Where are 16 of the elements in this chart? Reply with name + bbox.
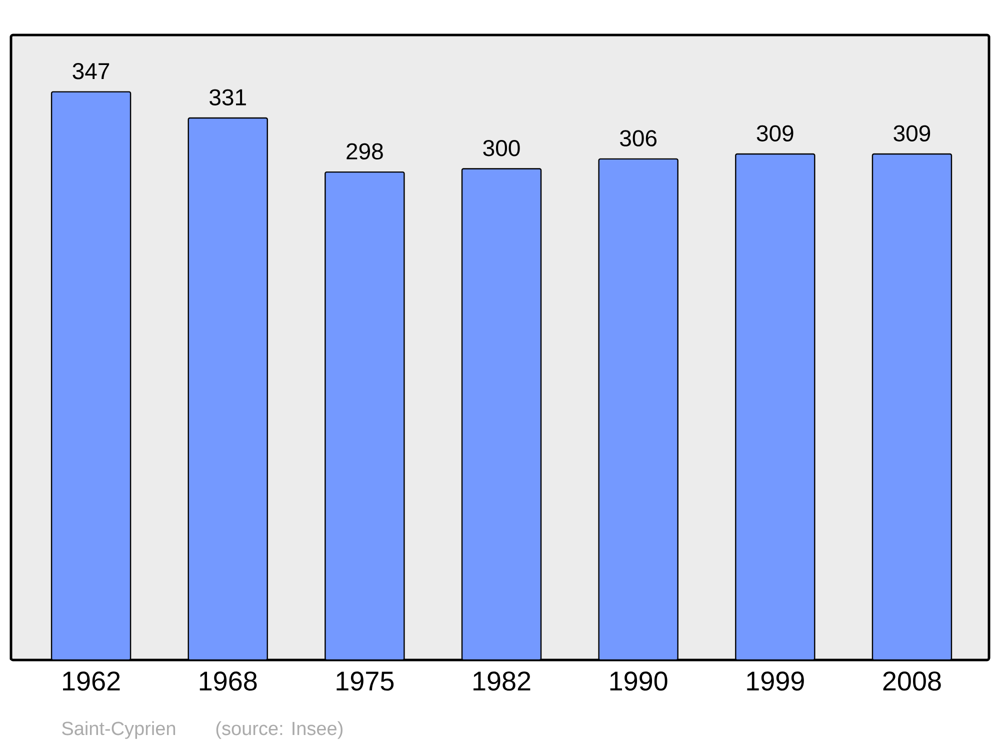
x-tick-label: 1990	[610, 672, 668, 691]
data-label: 309	[894, 125, 930, 142]
data-label: 331	[210, 89, 246, 106]
data-label: 309	[756, 125, 794, 142]
x-tick-label: 1975	[336, 672, 394, 691]
x-tick-label: 2008	[883, 672, 941, 691]
data-label: 306	[620, 130, 656, 146]
x-tick-label: 1982	[474, 672, 530, 691]
x-tick-label: 1968	[200, 672, 257, 691]
x-tick-label: 1962	[63, 672, 120, 691]
text: Saint-Cyprien	[62, 721, 176, 739]
x-tick-label: 1999	[747, 672, 804, 691]
data-label: 298	[346, 143, 383, 160]
data-label: 300	[483, 140, 520, 156]
text: (source: Insee)	[216, 721, 342, 739]
data-label: 347	[72, 62, 110, 80]
